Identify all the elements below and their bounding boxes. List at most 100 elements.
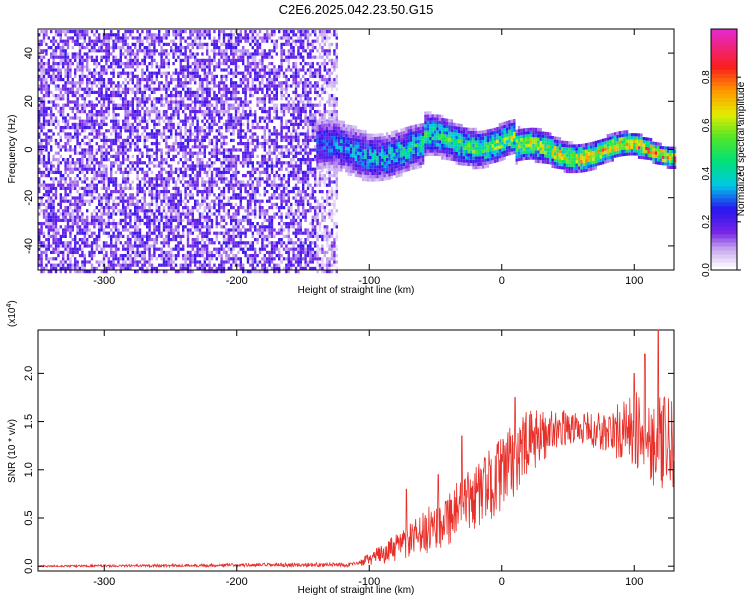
heatmap-cell	[64, 84, 67, 88]
heatmap-cell	[170, 164, 173, 168]
heatmap-cell	[119, 199, 122, 203]
heatmap-cell	[71, 106, 74, 110]
heatmap-cell	[237, 116, 240, 120]
heatmap-cell	[160, 263, 163, 267]
heatmap-cell	[218, 158, 221, 162]
heatmap-cell	[95, 151, 98, 155]
heatmap-cell	[138, 113, 142, 117]
heatmap-cell	[234, 46, 238, 50]
heatmap-cell	[191, 170, 194, 174]
heatmap-cell	[57, 218, 60, 222]
heatmap-cell	[198, 138, 202, 142]
heatmap-cell	[170, 228, 173, 232]
heatmap-cell	[194, 74, 197, 78]
heatmap-cell	[268, 119, 271, 123]
heatmap-cell	[143, 193, 146, 197]
heatmap-cell	[64, 215, 67, 219]
heatmap-cell	[203, 270, 206, 274]
heatmap-cell	[110, 244, 113, 248]
heatmap-cell	[40, 39, 43, 43]
heatmap-cell	[71, 100, 74, 104]
heatmap-cell	[110, 266, 113, 270]
heatmap-cell	[102, 145, 106, 149]
heatmap-cell	[263, 132, 266, 136]
heatmap-cell	[59, 74, 62, 78]
heatmap-cell	[268, 55, 271, 59]
heatmap-cell	[222, 202, 226, 206]
heatmap-cell	[165, 190, 168, 194]
heatmap-cell	[201, 138, 204, 142]
heatmap-cell	[177, 116, 180, 120]
heatmap-cell	[66, 225, 70, 229]
heatmap-cell	[179, 46, 182, 50]
heatmap-cell	[208, 180, 211, 184]
heatmap-cell	[239, 206, 242, 210]
heatmap-cell	[112, 106, 115, 110]
heatmap-cell	[275, 190, 278, 194]
heatmap-cell	[124, 225, 127, 229]
heatmap-cell	[153, 46, 156, 50]
heatmap-cell	[90, 234, 94, 238]
heatmap-cell	[230, 222, 233, 226]
heatmap-cell	[186, 62, 190, 66]
heatmap-cell	[112, 126, 115, 130]
heatmap-cell	[98, 132, 101, 136]
heatmap-cell	[47, 231, 50, 235]
heatmap-cell	[71, 148, 74, 152]
heatmap-cell	[131, 74, 134, 78]
heatmap-cell	[122, 174, 125, 178]
heatmap-cell	[251, 81, 254, 85]
heatmap-cell	[134, 241, 137, 245]
heatmap-cell	[167, 58, 170, 62]
heatmap-cell	[90, 122, 94, 126]
heatmap-cell	[71, 247, 74, 251]
heatmap-cell	[179, 270, 182, 274]
heatmap-cell	[146, 30, 149, 34]
heatmap-cell	[100, 174, 103, 178]
heatmap-cell	[69, 116, 72, 120]
heatmap-cell	[206, 90, 209, 94]
heatmap-cell	[69, 180, 72, 184]
heatmap-cell	[222, 30, 226, 34]
heatmap-cell	[266, 142, 269, 146]
heatmap-cell	[119, 212, 122, 216]
heatmap-cell	[114, 33, 118, 37]
heatmap-cell	[167, 42, 170, 46]
heatmap-cell	[126, 110, 130, 114]
heatmap-cell	[134, 270, 137, 274]
heatmap-cell	[114, 183, 118, 187]
heatmap-cell	[153, 81, 156, 85]
heatmap-cell	[174, 103, 178, 107]
heatmap-cell	[206, 186, 209, 190]
heatmap-cell	[220, 164, 223, 168]
heatmap-cell	[261, 116, 264, 120]
heatmap-cell	[93, 106, 96, 110]
heatmap-cell	[141, 238, 144, 242]
heatmap-cell	[98, 122, 101, 126]
heatmap-cell	[203, 190, 206, 194]
heatmap-cell	[160, 250, 163, 254]
heatmap-cell	[273, 266, 276, 270]
heatmap-cell	[194, 167, 197, 171]
heatmap-cell	[172, 142, 175, 146]
heatmap-cell	[138, 33, 142, 37]
heatmap-cell	[38, 42, 41, 46]
heatmap-cell	[143, 58, 146, 62]
heatmap-cell	[86, 190, 89, 194]
heatmap-cell	[95, 49, 98, 53]
heatmap-cell	[179, 263, 182, 267]
heatmap-cell	[218, 196, 221, 200]
heatmap-cell	[220, 257, 223, 261]
heatmap-cell	[136, 177, 139, 181]
heatmap-cell	[270, 142, 274, 146]
heatmap-cell	[206, 46, 209, 50]
heatmap-cell	[126, 100, 130, 104]
heatmap-cell	[234, 148, 238, 152]
heatmap-cell	[213, 42, 216, 46]
heatmap-cell	[275, 74, 278, 78]
heatmap-cell	[215, 218, 218, 222]
heatmap-cell	[155, 209, 158, 213]
heatmap-cell	[81, 138, 84, 142]
heatmap-cell	[100, 49, 103, 53]
heatmap-cell	[45, 263, 48, 267]
